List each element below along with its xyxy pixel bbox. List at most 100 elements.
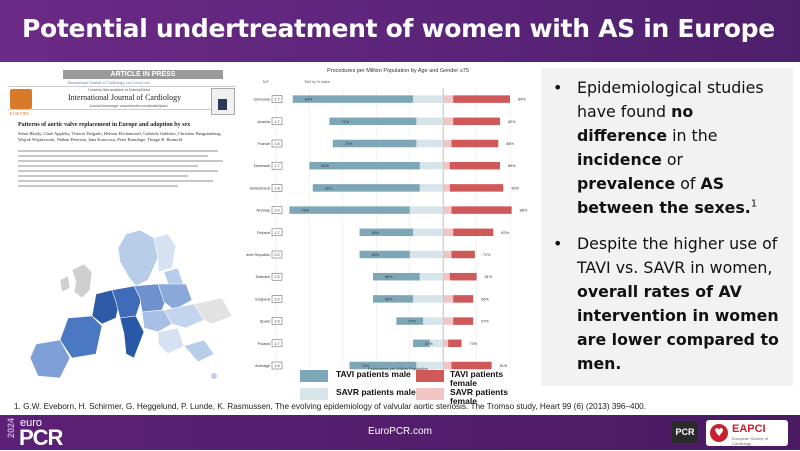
ratio-box <box>271 206 283 214</box>
female-pct-label: 72% <box>483 253 491 257</box>
bar-savr-female <box>443 295 454 303</box>
article-text-line <box>18 180 213 182</box>
bar-savr-female <box>443 117 454 126</box>
publisher-name: ELSEVIER <box>10 111 29 116</box>
bar-tavi-male <box>396 317 424 325</box>
legend-label-tavi-male: TAVI patients male <box>336 369 411 379</box>
female-pct-label: 81% <box>485 275 493 279</box>
male-pct-label: 57% <box>425 342 433 346</box>
bar-tavi-male <box>309 161 420 170</box>
male-pct-label: 73% <box>301 209 309 213</box>
female-pct-label: 90% <box>511 186 519 190</box>
article-text-line <box>18 155 208 157</box>
bar-tavi-male <box>372 295 414 303</box>
female-pct-label: 82% <box>508 120 516 124</box>
legend-label-savr-female: SAVR patients female <box>450 387 508 406</box>
ratio-label: 2.0 <box>274 275 279 279</box>
bar-tavi-female <box>453 117 500 126</box>
bullet-icon: • <box>553 234 563 253</box>
eapci-logo: ♥ EAPCI European Society of Cardiology <box>706 420 788 446</box>
key-points-panel: • Epidemiological studies have found no … <box>541 68 793 386</box>
bar-savr-male <box>409 250 444 259</box>
female-pct-label: 89% <box>508 164 516 168</box>
bar-tavi-male <box>359 250 410 259</box>
x-tick-label: 2'000 <box>505 381 515 382</box>
bar-tavi-female <box>449 161 500 170</box>
legend-label-savr-male: SAVR patients male <box>336 387 416 397</box>
ratio-label: 1.7 <box>274 120 279 124</box>
legend-swatch-tavi-female <box>416 370 444 382</box>
footer-bar: 2024 euro PCR EuroPCR.com PCR ♥ EAPCI Eu… <box>0 415 800 450</box>
category-label: England <box>255 296 270 301</box>
male-pct-label: 65% <box>372 231 380 235</box>
bar-tavi-male <box>292 95 414 103</box>
chart-xlabel: Procedures per Million Population <box>368 366 428 371</box>
eapci-subtitle: European Society of Cardiology <box>732 436 769 446</box>
ratio-box <box>271 228 283 237</box>
europcr-logo: PCR <box>19 425 63 450</box>
contents-note: Contents lists available at ScienceDirec… <box>88 88 151 92</box>
article-text-line <box>18 160 223 162</box>
ratio-box <box>271 339 283 348</box>
female-pct-label: 88% <box>520 209 528 213</box>
category-label: Norway <box>256 208 270 213</box>
article-thumbnail: ARTICLE IN PRESS International Journal o… <box>8 70 236 220</box>
bar-savr-female <box>443 139 452 148</box>
bar-tavi-female <box>448 339 462 348</box>
ratio-box <box>271 95 283 103</box>
male-pct-label: 71% <box>341 120 349 124</box>
bar-tavi-female <box>449 184 504 192</box>
slide-title: Potential undertreatment of women with A… <box>22 14 775 43</box>
footer-url[interactable]: EuroPCR.com <box>368 426 432 437</box>
bullet-point: • Despite the higher use of TAVI vs. SAV… <box>553 234 779 373</box>
female-pct-label: 67% <box>481 320 489 324</box>
x-tick-label: 5'000 <box>271 381 281 382</box>
bar-savr-female <box>443 206 452 214</box>
ratio-label: 2.0 <box>274 297 279 301</box>
category-label: Average <box>255 363 271 368</box>
category-label: Czech Republic <box>246 252 270 257</box>
procedures-chart: Procedures per Million Population by Age… <box>246 68 528 382</box>
x-tick-label: 1'000 <box>405 381 415 382</box>
article-text-line <box>18 170 218 172</box>
bullet-icon: • <box>553 78 563 97</box>
ratio-label: 1.7 <box>274 231 279 235</box>
category-label: Germany <box>254 97 270 102</box>
bar-savr-female <box>443 339 449 348</box>
bar-savr-female <box>443 161 450 170</box>
female-pct-label: 85% <box>506 142 514 146</box>
bar-tavi-male <box>349 361 417 370</box>
category-label: Spain <box>260 319 270 324</box>
bar-tavi-male <box>359 228 414 237</box>
male-pct-label: 75% <box>345 142 353 146</box>
bar-tavi-male <box>413 339 430 348</box>
ratio-box <box>271 272 283 281</box>
legend-swatch-tavi-male <box>300 370 328 382</box>
elsevier-logo-icon <box>10 89 32 109</box>
article-availability: International Journal of Cardiology xxx … <box>68 80 151 85</box>
bar-savr-female <box>443 250 452 259</box>
article-text-line <box>18 175 188 177</box>
legend-label-tavi-female: TAVI patients female <box>450 369 504 388</box>
ratio-label: 1.5 <box>274 320 279 324</box>
bar-savr-female <box>443 361 452 370</box>
bar-savr-male <box>419 161 444 170</box>
category-label: France <box>258 141 271 146</box>
male-pct-label: 68% <box>385 275 393 279</box>
bar-savr-male <box>419 272 444 281</box>
bar-tavi-female <box>453 228 494 237</box>
heart-icon: ♥ <box>710 424 728 442</box>
bar-savr-female <box>443 228 454 237</box>
male-pct-label: 57% <box>408 320 416 324</box>
bar-tavi-male <box>289 206 410 214</box>
ratio-label: 1.7 <box>274 98 279 102</box>
bar-tavi-male <box>332 139 417 148</box>
bar-savr-male <box>416 117 444 126</box>
article-text-line <box>18 185 178 187</box>
europe-map <box>8 228 240 390</box>
bar-savr-male <box>419 184 444 192</box>
category-label: Denmark <box>254 163 270 168</box>
journal-homepage: journal homepage: www.elsevier.com/locat… <box>90 104 168 108</box>
bar-tavi-female <box>453 317 474 325</box>
eapci-name: EAPCI <box>732 423 766 435</box>
